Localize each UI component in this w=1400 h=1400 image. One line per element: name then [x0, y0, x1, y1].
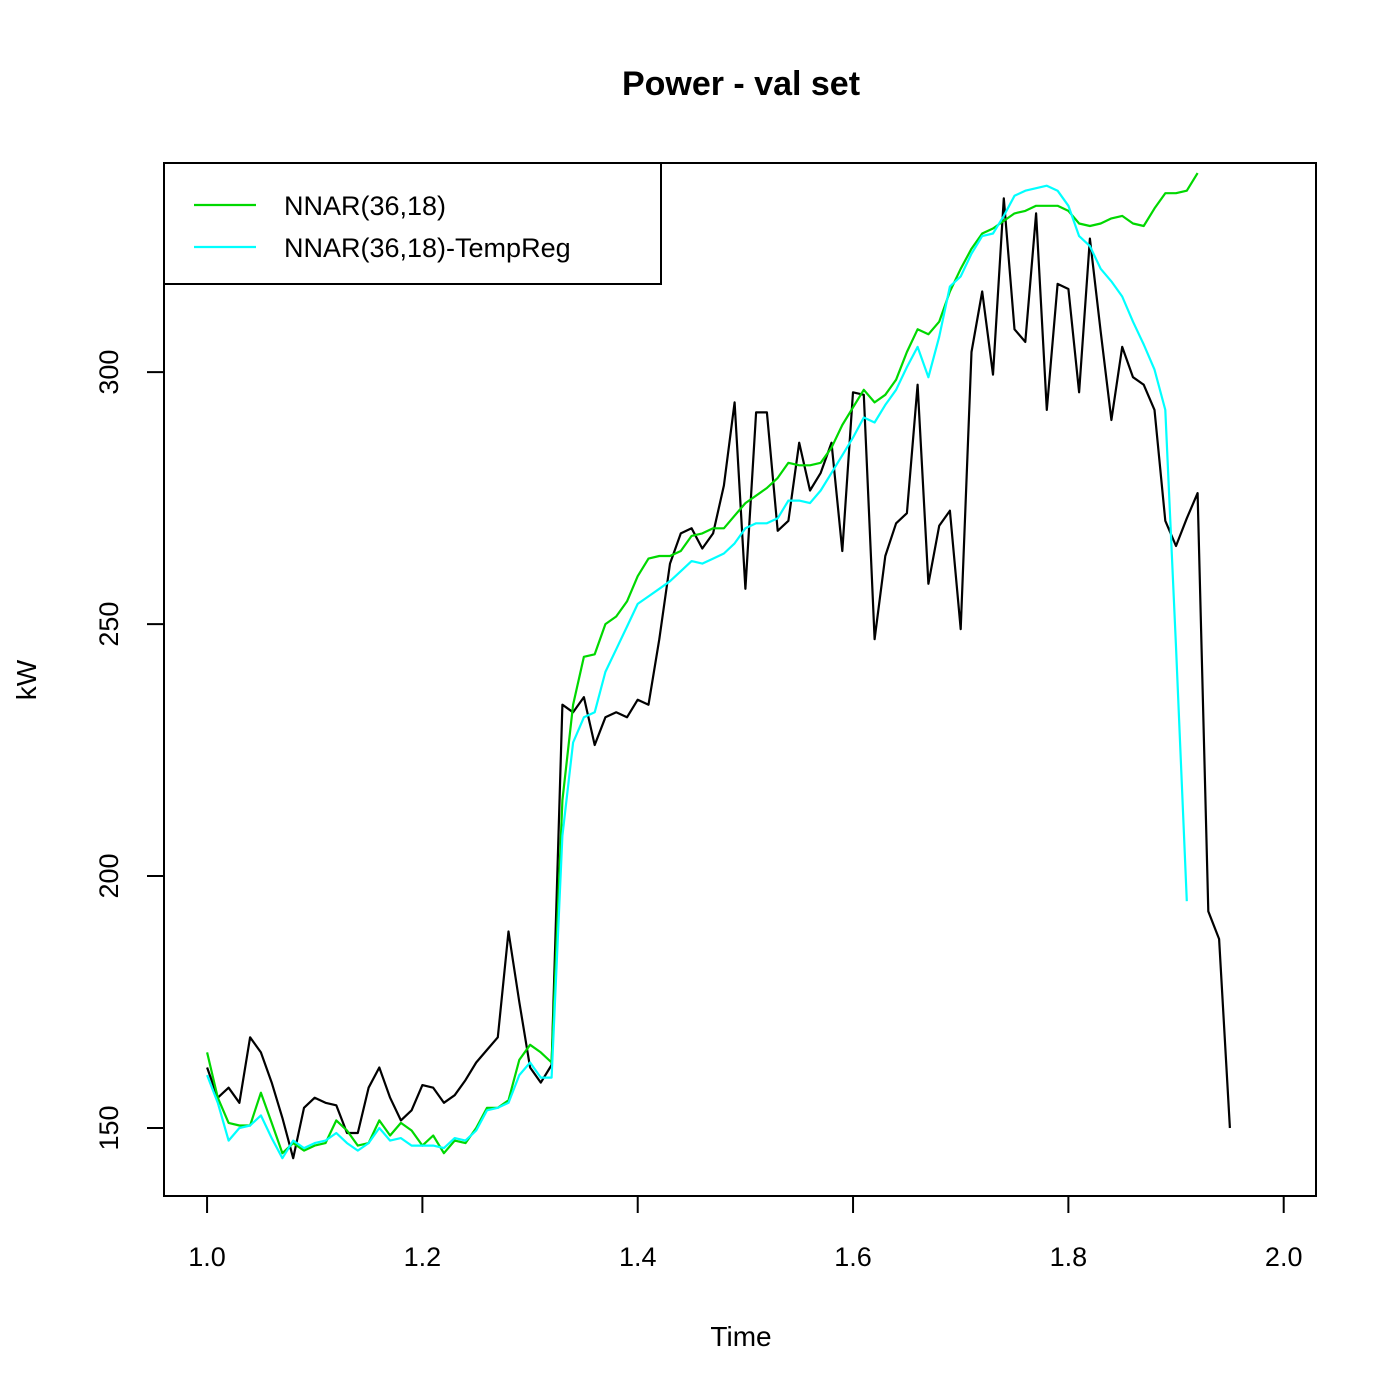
- x-tick-label: 1.6: [834, 1242, 872, 1272]
- x-tick-label: 1.4: [619, 1242, 657, 1272]
- x-axis-label: Time: [710, 1321, 771, 1352]
- y-tick-label: 200: [94, 853, 124, 898]
- series-line-nnar-36-18: [206, 172, 1199, 1155]
- y-tick-label: 150: [94, 1105, 124, 1150]
- y-tick-label: 250: [94, 602, 124, 647]
- series-line-observed: [206, 197, 1231, 1160]
- y-tick-label: 300: [94, 350, 124, 395]
- y-axis: 150 200 250 300: [94, 350, 165, 1151]
- legend-label: NNAR(36,18)-TempReg: [284, 233, 571, 263]
- legend-box: [163, 162, 662, 285]
- x-tick-label: 2.0: [1265, 1242, 1303, 1272]
- chart-title: Power - val set: [622, 65, 860, 103]
- legend: NNAR(36,18) NNAR(36,18)-TempReg: [163, 162, 662, 285]
- plot-frame: [163, 162, 1317, 1197]
- series-layer: [206, 172, 1231, 1160]
- x-tick-label: 1.2: [404, 1242, 442, 1272]
- x-tick-label: 1.0: [188, 1242, 226, 1272]
- legend-label: NNAR(36,18): [284, 191, 446, 221]
- series-line-nnar-36-18-tempreg: [206, 184, 1188, 1160]
- x-axis: 1.0 1.2 1.4 1.6 1.8 2.0: [188, 1195, 1303, 1272]
- y-axis-label: kW: [11, 659, 42, 700]
- x-tick-label: 1.8: [1050, 1242, 1088, 1272]
